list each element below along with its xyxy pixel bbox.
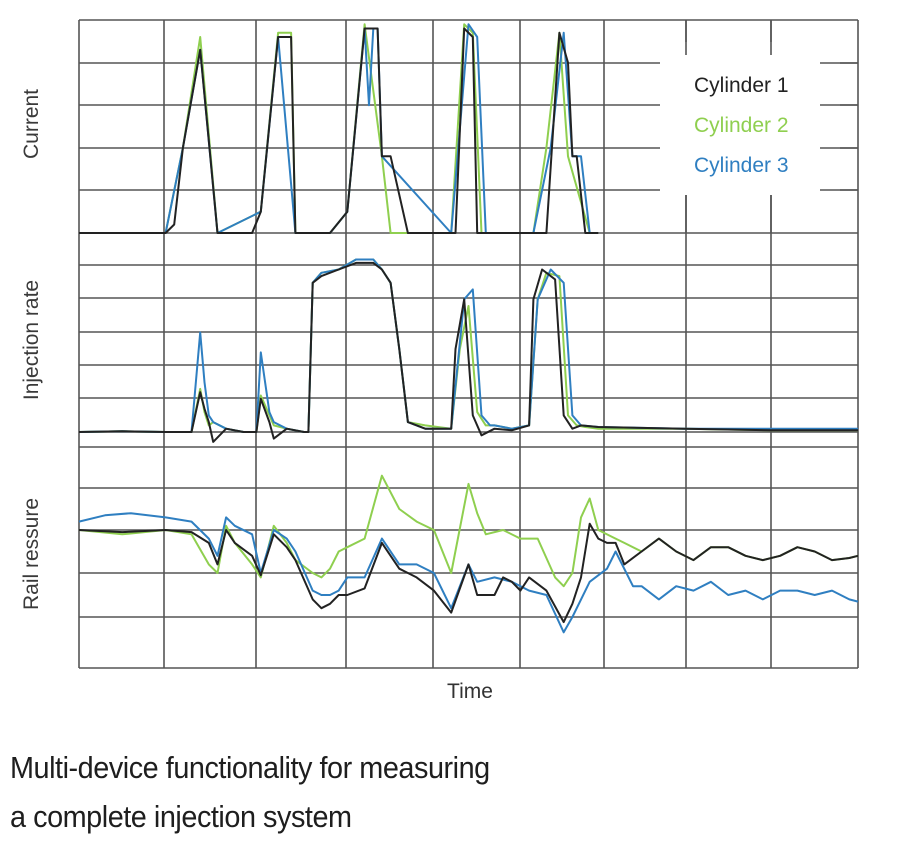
injection-measurement-chart	[78, 19, 859, 669]
legend-item-cylinder-1: Cylinder 1	[694, 74, 789, 97]
figure-caption: Multi-device functionality for measuring…	[10, 743, 490, 841]
legend-grid-stubs	[640, 20, 858, 233]
y-axis-label-injection-rate: Injection rate	[20, 279, 43, 401]
trace-cylinder-2	[78, 474, 859, 588]
chart-traces	[78, 23, 859, 634]
trace-cylinder-2	[79, 23, 591, 234]
trace-cylinder-3	[79, 23, 591, 234]
chart-legend: Cylinder 1 Cylinder 2 Cylinder 3	[688, 62, 795, 190]
legend-item-cylinder-3: Cylinder 3	[694, 154, 789, 177]
caption-line-2: a complete injection system	[10, 799, 352, 834]
y-axis-label-rail-pressure: Rail ressure	[20, 497, 43, 611]
trace-cylinder-1	[78, 261, 858, 443]
trace-cylinder-1	[79, 27, 599, 234]
trace-cylinder-3	[78, 258, 858, 433]
x-axis-label-time: Time	[447, 680, 493, 703]
legend-item-cylinder-2: Cylinder 2	[694, 114, 789, 137]
trace-cylinder-1	[78, 522, 859, 624]
y-axis-label-current: Current	[20, 88, 43, 160]
caption-line-1: Multi-device functionality for measuring	[10, 750, 490, 785]
